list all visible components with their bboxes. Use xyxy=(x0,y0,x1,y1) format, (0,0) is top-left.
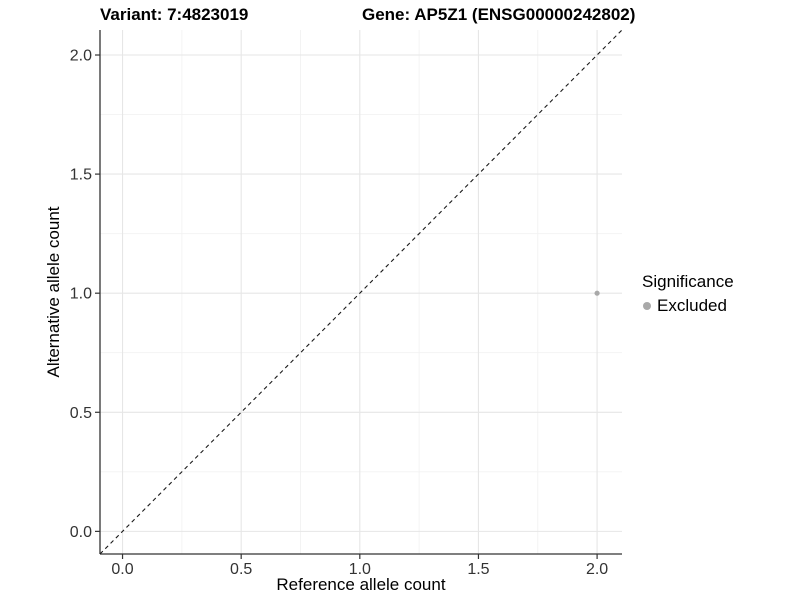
y-tick-label: 0.5 xyxy=(70,405,92,422)
x-tick-label: 1.5 xyxy=(467,561,489,578)
x-axis-label: Reference allele count xyxy=(276,575,446,594)
y-tick-label: 0.0 xyxy=(70,524,92,541)
variant-title: Variant: 7:4823019 xyxy=(100,5,249,24)
x-tick-label: 0.0 xyxy=(111,561,133,578)
x-tick-label: 1.0 xyxy=(349,561,371,578)
legend-entry-label: Excluded xyxy=(657,296,727,315)
y-tick-label: 1.5 xyxy=(70,167,92,184)
y-axis-label: Alternative allele count xyxy=(44,206,63,378)
x-tick-label: 2.0 xyxy=(586,561,608,578)
legend-title: Significance xyxy=(642,272,734,291)
legend-entry: Excluded xyxy=(643,296,734,315)
legend: Significance Excluded xyxy=(640,272,734,315)
identity-dashed-line xyxy=(99,29,623,555)
y-tick-label: 1.0 xyxy=(70,286,92,303)
legend-key-excluded-dot xyxy=(643,301,651,310)
data-point xyxy=(594,290,600,296)
gene-title: Gene: AP5Z1 (ENSG00000242802) xyxy=(362,5,636,24)
y-tick-label: 2.0 xyxy=(70,48,92,65)
x-tick-label: 0.5 xyxy=(230,561,252,578)
